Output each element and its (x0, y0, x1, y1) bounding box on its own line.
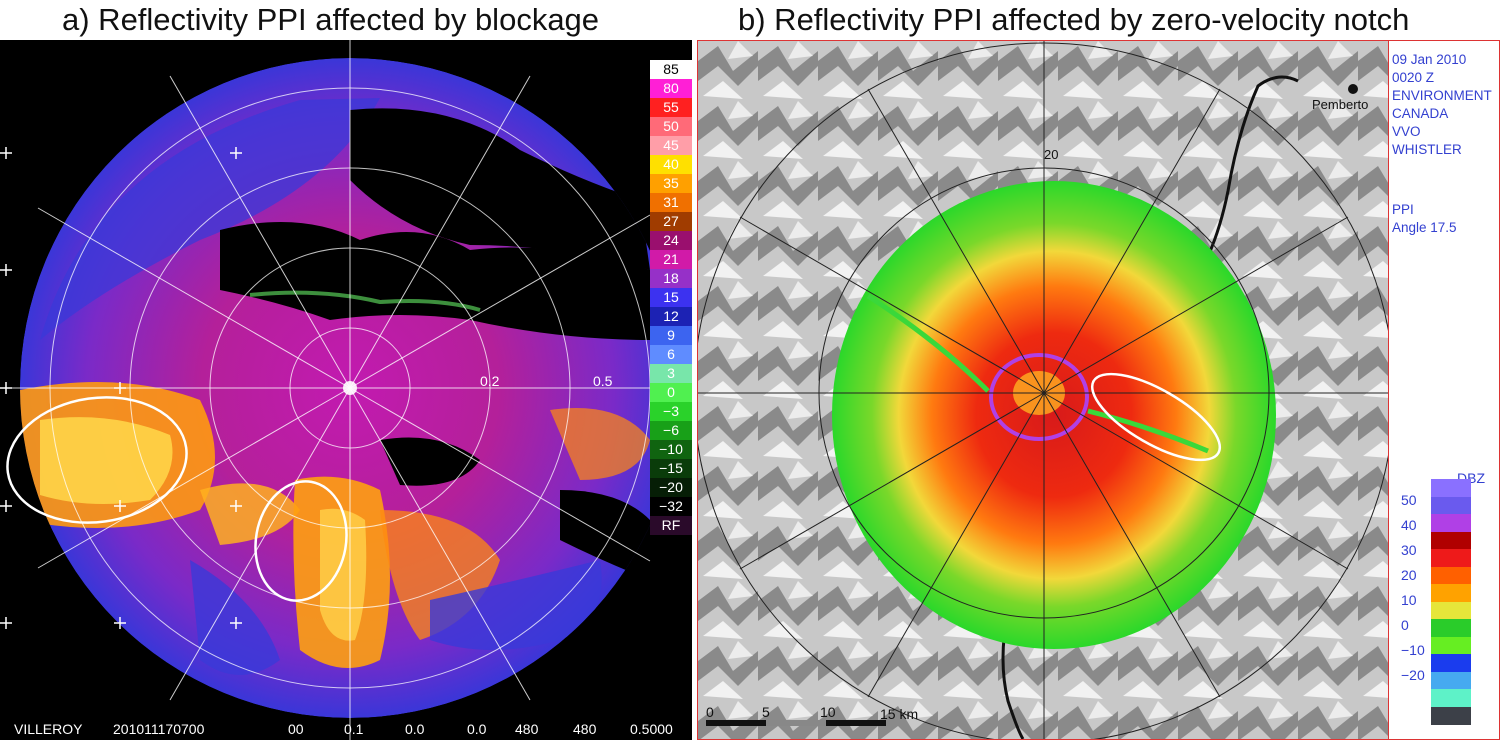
scale-a-swatch: −6 (650, 421, 692, 440)
scale-a-swatch: 15 (650, 288, 692, 307)
footer-station: VILLEROY (14, 721, 83, 737)
info-time: 0020 Z (1392, 70, 1435, 85)
footer-a: VILLEROY 201011170700 00 0.1 0.0 0.0 480… (0, 718, 692, 740)
scale-a-swatch: 6 (650, 345, 692, 364)
scale-a-swatch: 55 (650, 98, 692, 117)
panel-b-title: b) Reflectivity PPI affected by zero-vel… (738, 2, 1410, 37)
info-org-1: ENVIRONMENT (1392, 88, 1492, 103)
scale-a-swatch: −3 (650, 402, 692, 421)
scale-15km: 15 km (880, 706, 918, 722)
scale-a-swatch: 31 (650, 193, 692, 212)
ppi-display-b: Pemberto 20 (698, 41, 1388, 739)
scale-b-swatch (1431, 549, 1471, 567)
footer-datetime: 201011170700 (113, 721, 205, 737)
scale-a-swatch: 12 (650, 307, 692, 326)
scale-a-swatch: −10 (650, 440, 692, 459)
scale-b-label: −20 (1401, 667, 1425, 683)
scale-b-swatch (1431, 496, 1471, 515)
info-panel: 09 Jan 2010 0020 Z ENVIRONMENT CANADA VV… (1388, 41, 1499, 739)
scale-0: 0 (706, 704, 714, 720)
scale-a-swatch: 85 (650, 60, 692, 79)
ring-label-0-2: 0.2 (480, 373, 500, 389)
ring-label-0-5: 0.5 (593, 373, 613, 389)
scale-b-swatch (1431, 689, 1471, 707)
scale-b-label: 50 (1401, 492, 1417, 508)
scale-b-label: 10 (1401, 592, 1417, 608)
scale-a-swatch: 18 (650, 269, 692, 288)
info-station-code: VVO (1392, 124, 1421, 139)
scale-b-swatch (1431, 601, 1471, 620)
scale-b-swatch (1431, 654, 1471, 672)
scale-a-swatch: 21 (650, 250, 692, 269)
ring-label-20: 20 (1044, 147, 1058, 162)
info-ppi: PPI (1392, 202, 1414, 217)
scale-a-swatch: −20 (650, 478, 692, 497)
scale-a-swatch: 24 (650, 231, 692, 250)
scale-5: 5 (762, 704, 770, 720)
footer-v2: 0.1 (344, 721, 364, 737)
scale-b-swatch (1431, 566, 1471, 585)
footer-v3: 0.0 (405, 721, 425, 737)
scale-b-swatch (1431, 584, 1471, 602)
scale-b-swatch (1431, 636, 1471, 655)
scale-a-swatch: 0 (650, 383, 692, 402)
footer-v6: 480 (573, 721, 597, 737)
scale-b-swatch (1431, 619, 1471, 637)
scale-a-swatch: 45 (650, 136, 692, 155)
scale-b-label: 40 (1401, 517, 1417, 533)
footer-v7: 0.5000 (630, 721, 673, 737)
scale-a-swatch: 40 (650, 155, 692, 174)
color-scale-a: 85 80 55 50 45 40 35 31 27 24 21 18 15 12 9 6 3 0 −3 −6 −10−… (650, 60, 692, 535)
scale-b-label: 30 (1401, 542, 1417, 558)
scale-a-swatch: RF (650, 516, 692, 535)
scale-b-swatch (1431, 531, 1471, 550)
scale-a-swatch: 50 (650, 117, 692, 136)
scale-a-swatch: 9 (650, 326, 692, 345)
scale-b-swatch (1431, 706, 1471, 725)
panel-b-radar-image: Pemberto 20 (697, 40, 1500, 740)
scale-a-swatch: 35 (650, 174, 692, 193)
place-label: Pemberto (1312, 97, 1368, 112)
info-org-2: CANADA (1392, 106, 1449, 121)
ppi-display-a: 0.2 0.5 (0, 40, 680, 740)
scale-10: 10 (820, 704, 836, 720)
info-angle: Angle 17.5 (1392, 220, 1457, 235)
scale-a-swatch: 80 (650, 79, 692, 98)
panel-a-radar-image: 0.2 0.5 85 80 55 50 45 40 35 31 27 24 21 18 15 12 9 6 3 0… (0, 40, 692, 740)
info-date: 09 Jan 2010 (1392, 52, 1467, 67)
footer-v1: 00 (288, 721, 304, 737)
panel-a-title: a) Reflectivity PPI affected by blockage (62, 2, 600, 37)
scale-b-label: 0 (1401, 617, 1409, 633)
scale-a-swatch: 27 (650, 212, 692, 231)
scale-a-swatch: −15 (650, 459, 692, 478)
scale-a-swatch: −32 (650, 497, 692, 516)
footer-v4: 0.0 (467, 721, 487, 737)
scale-b-swatch (1431, 514, 1471, 532)
scale-b-swatch (1431, 479, 1471, 497)
info-station-name: WHISTLER (1392, 142, 1462, 157)
scale-b-label: −10 (1401, 642, 1425, 658)
footer-v5: 480 (515, 721, 539, 737)
scale-b-label: 20 (1401, 567, 1417, 583)
scale-a-swatch: 3 (650, 364, 692, 383)
scale-b-swatch (1431, 671, 1471, 690)
